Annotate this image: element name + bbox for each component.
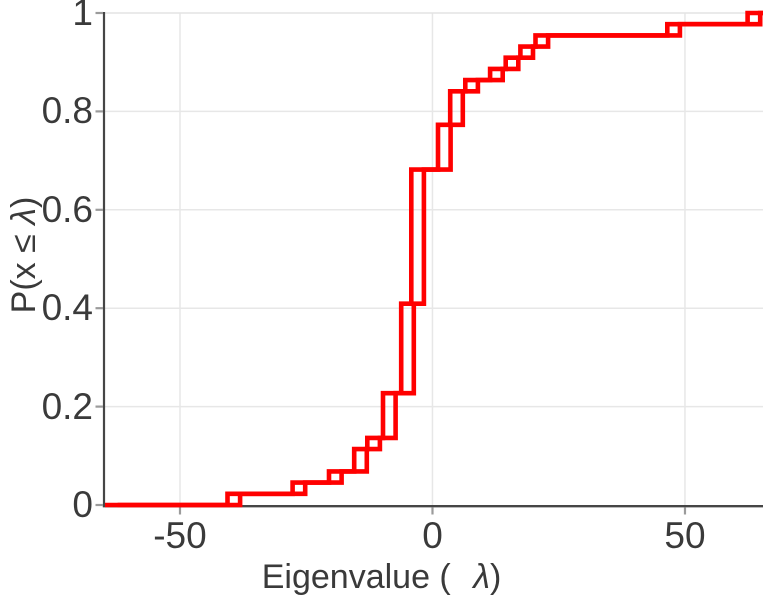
y-tick-label-1: 1 — [72, 0, 93, 33]
plot-grid — [104, 12, 763, 505]
y-tick-label-0.6: 0.6 — [41, 188, 93, 230]
y-tick-label-0.4: 0.4 — [41, 287, 93, 329]
y-tick-label-0: 0 — [72, 484, 93, 525]
x-tick-label-0: 0 — [422, 515, 443, 556]
x-axis-label: Eigenvalue ( λ) — [0, 560, 763, 594]
x-axis-label-text: ) — [489, 558, 502, 596]
x-axis-label-lambda-symbol: λ — [473, 558, 490, 596]
ecdf-curve-offset — [117, 10, 763, 508]
x-axis-label-text: Eigenvalue ( — [261, 558, 461, 596]
y-tick-label-0.2: 0.2 — [41, 385, 93, 427]
ecdf-curve — [105, 10, 763, 508]
x-tick-label--50: -50 — [153, 515, 207, 556]
axes — [95, 11, 763, 515]
ecdf-curves — [105, 10, 763, 508]
x-tick-label-50: 50 — [664, 515, 706, 556]
y-tick-label-0.8: 0.8 — [41, 90, 93, 132]
